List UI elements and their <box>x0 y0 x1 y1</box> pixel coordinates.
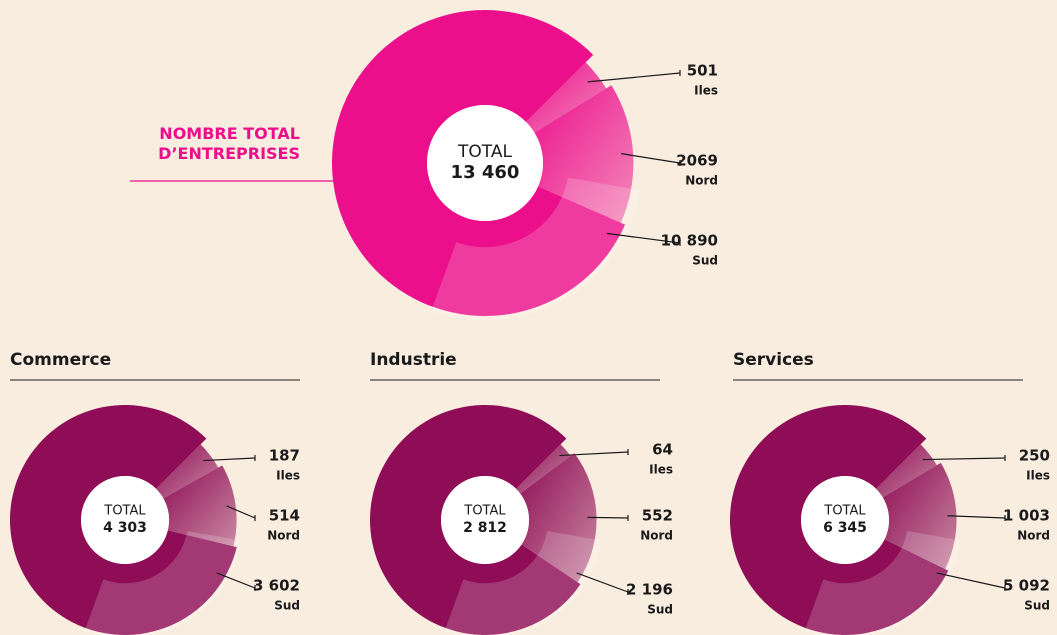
category-label: Iles <box>1026 469 1050 483</box>
leader-line <box>203 457 256 462</box>
value-label: 187 <box>269 447 300 465</box>
center-text: TOTAL <box>823 504 866 519</box>
center-hole <box>801 476 889 564</box>
category-label: Sud <box>1024 599 1050 613</box>
total-label: 6 345 <box>823 520 867 536</box>
chart-title: NOMBRE TOTAL D’ENTREPRISES <box>158 124 300 163</box>
slice <box>520 453 597 583</box>
category-label: Nord <box>1017 529 1050 543</box>
value-label: 2069 <box>676 152 718 170</box>
leader-line <box>922 457 1006 461</box>
slice <box>163 465 237 547</box>
value-label: 3 602 <box>253 577 300 595</box>
category-label: Sud <box>274 599 300 613</box>
slice <box>369 405 581 635</box>
category-label: Nord <box>267 529 300 543</box>
leader-line <box>576 572 629 593</box>
leader-line <box>936 572 1006 589</box>
leader-line <box>587 72 681 83</box>
category-label: Sud <box>692 254 718 268</box>
chart-title: Services <box>733 350 814 370</box>
leader-line <box>226 505 256 519</box>
total-label: 2 812 <box>463 520 507 536</box>
value-label: 514 <box>269 507 300 525</box>
chart-title: Industrie <box>370 350 457 370</box>
value-label: 2 196 <box>626 581 673 599</box>
slice <box>876 444 937 498</box>
slice <box>882 462 957 570</box>
category-label: Iles <box>694 84 718 98</box>
slice-shade <box>84 530 242 635</box>
value-label: 5 092 <box>1003 577 1050 595</box>
value-label: 1 003 <box>1003 507 1050 525</box>
value-label: 10 890 <box>661 232 718 250</box>
leader-line <box>216 572 256 589</box>
slice <box>534 85 634 223</box>
leader-line <box>606 232 681 244</box>
center-text: TOTAL <box>103 504 146 519</box>
slice-shade <box>804 530 962 635</box>
slice <box>526 62 607 133</box>
value-label: 552 <box>642 507 673 525</box>
slice-shade <box>431 177 641 321</box>
center-text: TOTAL <box>463 504 506 519</box>
slice <box>10 404 237 635</box>
chart-title: Commerce <box>10 350 111 370</box>
slice <box>156 444 219 499</box>
category-label: Sud <box>647 603 673 617</box>
value-label: 250 <box>1019 447 1050 465</box>
center-hole <box>427 105 543 221</box>
value-label: 501 <box>687 62 718 80</box>
category-label: Iles <box>649 463 673 477</box>
leader-line <box>587 516 629 519</box>
value-label: 64 <box>652 441 673 459</box>
leader-line <box>947 515 1006 519</box>
slice-shade <box>444 530 602 635</box>
category-label: Nord <box>640 529 673 543</box>
slice <box>729 404 949 635</box>
center-hole <box>81 476 169 564</box>
category-label: Iles <box>276 469 300 483</box>
category-label: Nord <box>685 174 718 188</box>
slice <box>516 444 571 494</box>
leader-line <box>621 153 681 164</box>
center-hole <box>441 476 529 564</box>
total-label: 13 460 <box>451 162 520 183</box>
slice <box>332 10 626 317</box>
leader-line <box>559 451 629 457</box>
total-label: 4 303 <box>103 520 147 536</box>
center-text: TOTAL <box>457 142 512 162</box>
